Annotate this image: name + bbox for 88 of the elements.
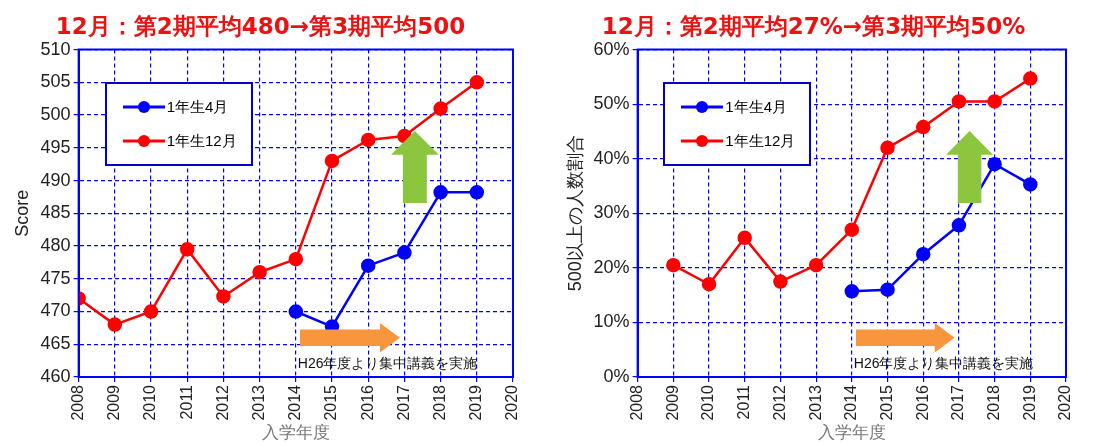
y-tick-label: 480 [40,235,71,256]
y-axis-title: 500以上の人数割合 [564,135,585,292]
y-tick-label: 485 [40,202,71,223]
point [987,94,1002,109]
legend-label: 1年生12月 [725,131,796,151]
x-tick-label: 2019 [467,384,485,421]
y-tick-label: 20% [593,256,630,277]
point [143,304,159,319]
point [880,140,895,156]
y-tick-label: 465 [40,333,71,354]
x-tick-label: 2017 [394,384,412,421]
point [844,222,860,237]
point [360,258,376,273]
legend-label: 1年生4月 [725,97,788,117]
x-tick-label: 2016 [913,384,931,421]
point [433,185,448,200]
x-tick-label: 2013 [806,384,824,421]
x-tick-label: 2010 [699,384,717,421]
point [915,119,931,135]
annotation: H26年度より集中講義を実施 [297,355,478,373]
point [808,257,824,273]
x-tick-label: 2009 [105,384,123,421]
point [1023,177,1038,192]
y-tick-label: 0% [603,365,630,386]
x-tick-label: 2012 [213,384,231,421]
x-axis-title: 入学年度 [261,423,330,443]
y-tick-label: 470 [40,300,71,321]
x-tick-label: 2008 [69,384,87,421]
x-tick-label: 2014 [842,384,860,421]
point [701,276,717,292]
legend-label: 1年生4月 [166,97,229,117]
y-tick-label: 50% [593,93,630,114]
x-tick-label: 2012 [770,384,788,421]
annotation: H26年度より集中講義を実施 [853,355,1034,373]
point [737,230,752,246]
chart-title: 12月：第2期平均27%→第3期平均50% [601,12,1026,39]
x-tick-label: 2020 [503,384,521,421]
y-tick-label: 510 [40,38,71,59]
point [844,284,860,299]
y-tick-label: 60% [593,38,630,59]
point [469,75,485,90]
y-tick-label: 40% [593,147,630,168]
x-tick-label: 2020 [1056,384,1074,421]
y-tick-label: 500 [40,104,71,125]
x-tick-label: 2015 [322,384,340,421]
y-tick-label: 10% [593,311,630,332]
point [915,246,931,262]
x-tick-label: 2017 [949,384,967,421]
y-tick-label: 505 [40,71,71,92]
x-tick-label: 2011 [735,384,753,420]
x-tick-label: 2011 [177,384,195,420]
x-tick-label: 2016 [358,384,376,421]
point [360,132,376,148]
point [666,257,681,273]
x-tick-label: 2018 [985,384,1003,421]
x-tick-label: 2013 [250,384,268,421]
point [216,289,231,304]
legend-label: 1年生12月 [166,131,237,151]
x-axis-title: 入学年度 [817,423,886,443]
point [1023,71,1038,86]
x-tick-label: 2009 [663,384,681,421]
point [951,218,967,233]
point [107,317,123,332]
point [433,101,448,116]
x-tick-label: 2019 [1020,384,1038,421]
chart-title: 12月：第2期平均480→第3期平均500 [55,12,466,39]
y-tick-label: 495 [40,136,71,157]
point [880,282,895,297]
y-tick-label: 460 [40,365,71,386]
y-axis-title: Score [11,189,32,237]
point [252,264,267,280]
x-tick-label: 2014 [286,384,304,421]
x-tick-label: 2015 [877,384,895,421]
x-tick-label: 2008 [628,384,646,421]
point [179,242,195,257]
point [397,245,412,260]
point [288,251,304,267]
x-tick-label: 2010 [141,384,159,421]
point [987,156,1002,172]
point [324,153,340,169]
point [288,304,304,319]
x-tick-label: 2018 [431,384,449,421]
point [469,185,485,200]
y-tick-label: 30% [593,202,630,223]
point [773,274,788,289]
y-tick-label: 475 [40,267,71,288]
y-tick-label: 490 [40,169,71,190]
point [951,94,967,109]
